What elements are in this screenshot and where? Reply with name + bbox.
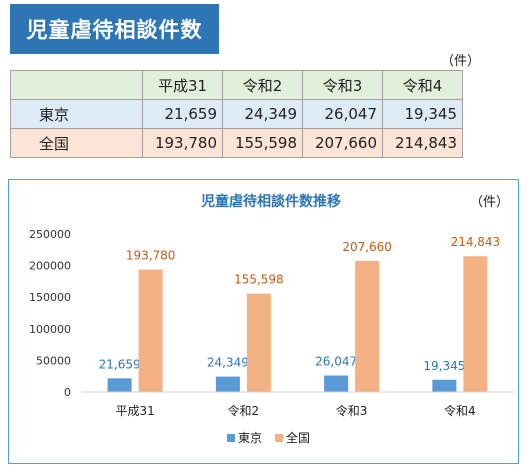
table-header-row: 平成31 令和2 令和3 令和4 bbox=[10, 70, 463, 100]
table-cell: 26,047 bbox=[302, 99, 383, 129]
y-tick-label: 0 bbox=[64, 386, 71, 399]
x-tick-label: 令和4 bbox=[444, 403, 476, 418]
chart-unit-label: （件） bbox=[470, 195, 509, 210]
bar-zenkoku bbox=[355, 260, 380, 392]
table-row: 東京 21,659 24,349 26,047 19,345 bbox=[10, 99, 463, 129]
bar-chart: 児童虐待相談件数推移 （件） 0 50000 100000 150000 200000 2… bbox=[29, 193, 514, 445]
bar-tokyo bbox=[324, 375, 349, 392]
data-label: 207,660 bbox=[342, 240, 392, 254]
y-tick-label: 250000 bbox=[29, 228, 71, 241]
data-label: 19,345 bbox=[423, 359, 465, 373]
x-tick-label: 令和2 bbox=[228, 403, 260, 418]
column-header: 令和4 bbox=[382, 70, 463, 100]
legend-swatch bbox=[227, 434, 235, 442]
table-corner-cell bbox=[10, 70, 143, 100]
y-tick-label: 50000 bbox=[36, 354, 71, 367]
data-label: 26,047 bbox=[315, 355, 357, 369]
table-cell: 24,349 bbox=[222, 99, 303, 129]
legend-swatch bbox=[275, 434, 283, 442]
y-tick-label: 150000 bbox=[29, 291, 71, 304]
row-label: 東京 bbox=[10, 99, 143, 129]
bar-zenkoku bbox=[463, 256, 488, 392]
table-row: 全国 193,780 155,598 207,660 214,843 bbox=[10, 128, 463, 158]
bar-zenkoku bbox=[138, 269, 163, 392]
table-cell: 21,659 bbox=[142, 99, 223, 129]
row-label: 全国 bbox=[10, 128, 143, 158]
y-tick-label: 100000 bbox=[29, 323, 71, 336]
table-unit-label: （件） bbox=[440, 54, 480, 69]
page-title: 児童虐待相談件数 bbox=[10, 4, 219, 54]
data-label: 193,780 bbox=[126, 249, 176, 263]
column-header: 令和3 bbox=[302, 70, 383, 100]
y-tick-label: 200000 bbox=[29, 260, 71, 273]
bar-tokyo bbox=[107, 378, 132, 392]
bars-group: 21,659 193,780 24,349 155,598 26,047 207,660 1… bbox=[99, 235, 501, 392]
table-cell: 155,598 bbox=[222, 128, 303, 158]
x-axis: 平成31 令和2 令和3 令和4 bbox=[81, 391, 514, 418]
summary-table: 平成31 令和2 令和3 令和4 東京 21,659 24,349 26,047… bbox=[10, 70, 463, 158]
data-label: 214,843 bbox=[451, 235, 501, 249]
x-tick-label: 令和3 bbox=[336, 403, 368, 418]
table-cell: 19,345 bbox=[382, 99, 463, 129]
table-cell: 207,660 bbox=[302, 128, 383, 158]
column-header: 令和2 bbox=[222, 70, 303, 100]
legend-label: 東京 bbox=[238, 431, 262, 445]
data-label: 21,659 bbox=[99, 357, 141, 371]
data-label: 24,349 bbox=[207, 356, 249, 370]
legend: 東京 全国 bbox=[227, 430, 310, 445]
table-cell: 193,780 bbox=[142, 128, 223, 158]
chart-frame: 児童虐待相談件数推移 （件） 0 50000 100000 150000 200000 2… bbox=[8, 179, 519, 464]
y-axis: 0 50000 100000 150000 200000 250000 bbox=[29, 228, 71, 399]
chart-title: 児童虐待相談件数推移 bbox=[200, 193, 341, 210]
bar-zenkoku bbox=[246, 293, 271, 392]
bar-tokyo bbox=[432, 379, 457, 392]
x-tick-label: 平成31 bbox=[115, 404, 154, 418]
table-cell: 214,843 bbox=[382, 128, 463, 158]
legend-label: 全国 bbox=[286, 430, 310, 445]
data-label: 155,598 bbox=[234, 273, 284, 287]
column-header: 平成31 bbox=[142, 70, 223, 100]
bar-tokyo bbox=[215, 376, 240, 392]
